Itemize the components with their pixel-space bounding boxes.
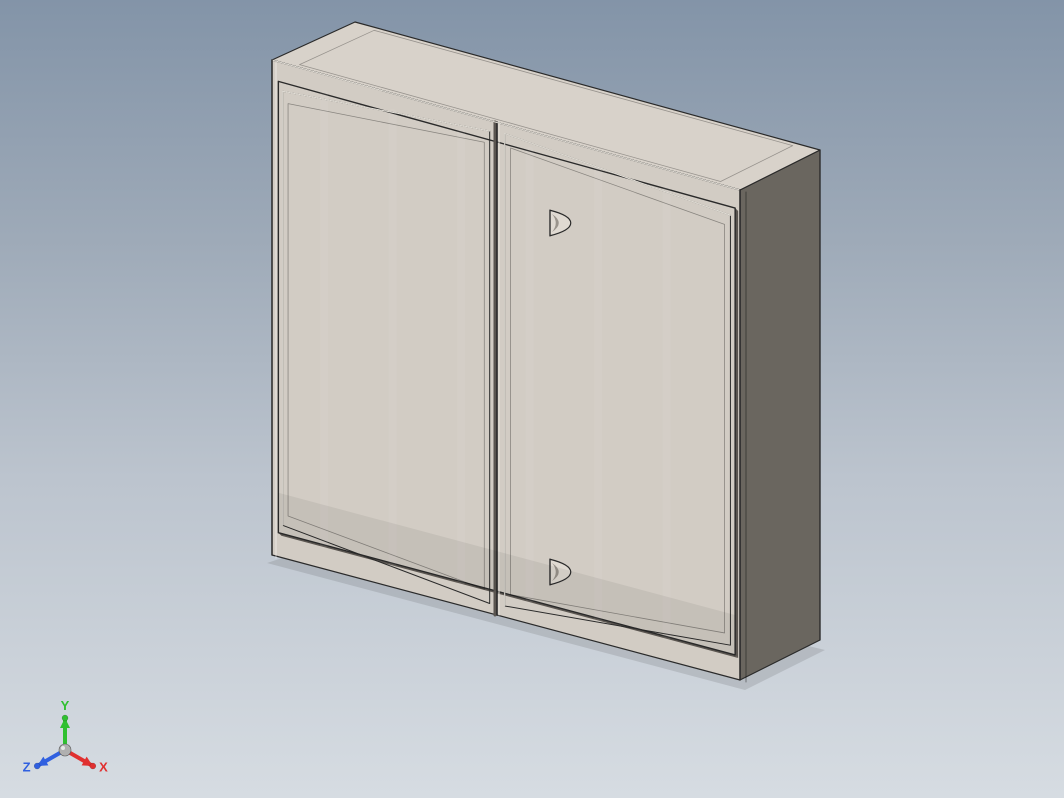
orientation-triad[interactable]: Y X Z — [20, 690, 110, 780]
model-rendering — [0, 0, 1064, 798]
svg-text:Z: Z — [23, 760, 31, 775]
svg-text:X: X — [99, 760, 108, 775]
model-container[interactable] — [0, 0, 1064, 798]
triad-svg: Y X Z — [20, 690, 110, 780]
svg-text:Y: Y — [61, 698, 70, 713]
cad-viewport[interactable]: Y X Z — [0, 0, 1064, 798]
